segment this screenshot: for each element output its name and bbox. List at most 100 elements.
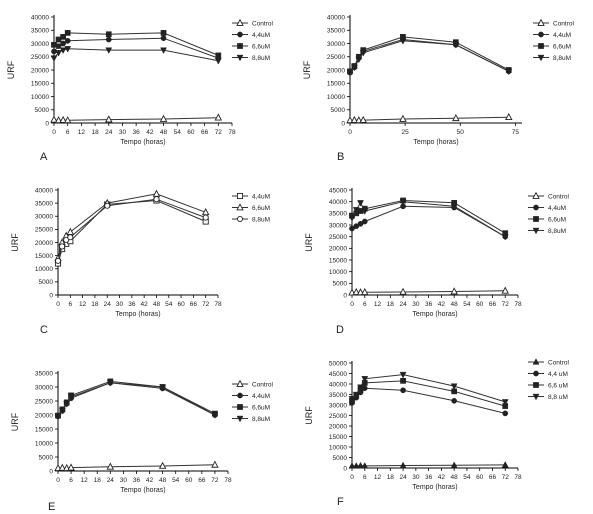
y-tick-label: 0 xyxy=(49,468,53,475)
data-point xyxy=(153,196,160,203)
data-point xyxy=(352,391,360,399)
x-tick-label: 24 xyxy=(399,301,407,308)
x-tick-label: 54 xyxy=(174,129,182,136)
data-point xyxy=(63,401,71,408)
data-point xyxy=(160,35,167,42)
y-tick-label: 35000 xyxy=(35,370,53,377)
legend-label: 4,4uM xyxy=(252,32,270,39)
data-point xyxy=(350,115,359,123)
data-point xyxy=(64,46,72,53)
legend-marker xyxy=(538,31,544,38)
data-point xyxy=(59,47,67,54)
data-point xyxy=(355,116,363,124)
y-tick-label: 25000 xyxy=(327,54,345,61)
x-tick-label: 25 xyxy=(402,129,410,136)
y-tick-label: 15000 xyxy=(327,81,345,88)
series-line xyxy=(349,116,509,121)
chart-panel-E: 0 5000 10000 15000 20000 25000 30000 35000 0 6 12 1… xyxy=(10,370,274,513)
x-tick-label: 36 xyxy=(425,474,433,481)
x-tick-label: 48 xyxy=(451,474,459,481)
data-point xyxy=(66,227,75,235)
y-tick-label: 15000 xyxy=(35,253,53,260)
y-axis-label: URF xyxy=(304,233,314,252)
data-point xyxy=(105,115,113,123)
x-tick-label: 36 xyxy=(425,301,433,308)
data-point xyxy=(67,234,74,241)
legend-label: 8,8uM xyxy=(252,216,270,223)
x-tick-label: 42 xyxy=(438,301,446,308)
series-8,8uM xyxy=(346,38,513,77)
data-point xyxy=(361,218,368,225)
data-point xyxy=(359,115,367,123)
x-tick-label: 60 xyxy=(187,129,195,136)
series-line xyxy=(53,37,219,59)
y-tick-label: 35000 xyxy=(327,28,345,35)
legend-label: 4,4uM xyxy=(553,32,571,39)
x-tick-label: 30 xyxy=(119,129,127,136)
x-tick-label: 42 xyxy=(141,301,149,308)
y-axis-label: URF xyxy=(6,60,16,79)
x-tick-label: 6 xyxy=(363,301,367,308)
legend-marker xyxy=(237,404,243,410)
panel-label: E xyxy=(48,501,55,513)
data-point xyxy=(352,287,361,296)
y-tick-label: 20000 xyxy=(327,67,345,74)
x-tick-label: 78 xyxy=(228,129,236,136)
legend-label: 4,4uM xyxy=(252,393,270,400)
y-tick-label: 45000 xyxy=(329,371,347,378)
data-point xyxy=(357,220,364,227)
series-Control xyxy=(348,286,509,296)
data-point xyxy=(399,371,407,379)
series-line xyxy=(53,48,219,62)
data-point xyxy=(106,462,115,470)
data-point xyxy=(64,30,71,36)
data-point xyxy=(346,70,354,77)
data-point xyxy=(357,384,364,391)
legend-label: 8,8uM xyxy=(252,55,270,62)
series-Control xyxy=(346,112,513,124)
data-point xyxy=(59,115,67,123)
series-line xyxy=(57,382,216,417)
y-tick-label: 0 xyxy=(343,465,347,472)
y-tick-label: 20000 xyxy=(35,412,53,419)
data-point xyxy=(450,287,458,295)
data-point xyxy=(54,116,63,124)
legend-label: 6,6uM xyxy=(252,43,270,50)
data-point xyxy=(104,202,111,209)
data-point xyxy=(361,208,369,215)
x-axis-label: Tempo (horas) xyxy=(120,139,165,146)
y-tick-label: 5000 xyxy=(39,454,54,461)
series-6,6uM xyxy=(54,189,210,262)
data-point xyxy=(158,461,167,469)
y-tick-label: 25000 xyxy=(35,227,53,234)
legend-label: 4,4uM xyxy=(548,205,566,212)
legend-label: Control xyxy=(252,381,274,388)
y-tick-label: 25000 xyxy=(329,413,347,420)
x-tick-label: 18 xyxy=(387,474,395,481)
data-point xyxy=(505,112,513,121)
x-tick-label: 54 xyxy=(463,474,471,481)
data-point xyxy=(450,203,458,211)
y-tick-label: 10000 xyxy=(329,269,347,276)
data-point xyxy=(353,223,360,230)
y-tick-label: 35000 xyxy=(31,28,49,35)
data-point xyxy=(105,47,113,54)
data-point xyxy=(64,38,71,44)
legend-label: Control xyxy=(548,193,570,200)
data-point xyxy=(159,384,167,391)
data-point xyxy=(60,34,66,40)
x-tick-label: 78 xyxy=(514,301,522,308)
data-point xyxy=(105,36,112,43)
series-line xyxy=(53,32,219,56)
x-tick-label: 6 xyxy=(69,477,73,484)
series-line xyxy=(351,380,506,407)
legend: Control 4,4uM 6,6uM 8,8uM xyxy=(232,18,274,62)
x-tick-label: 12 xyxy=(374,301,382,308)
x-tick-label: 12 xyxy=(81,477,89,484)
legend-marker xyxy=(237,392,243,399)
series-Control xyxy=(54,460,219,472)
y-tick-label: 20000 xyxy=(329,246,347,253)
x-tick-label: 60 xyxy=(476,474,484,481)
legend-marker xyxy=(236,203,244,211)
chart-panel-C: 0 5000 10000 15000 20000 25000 30000 35000 40000… xyxy=(10,187,270,336)
